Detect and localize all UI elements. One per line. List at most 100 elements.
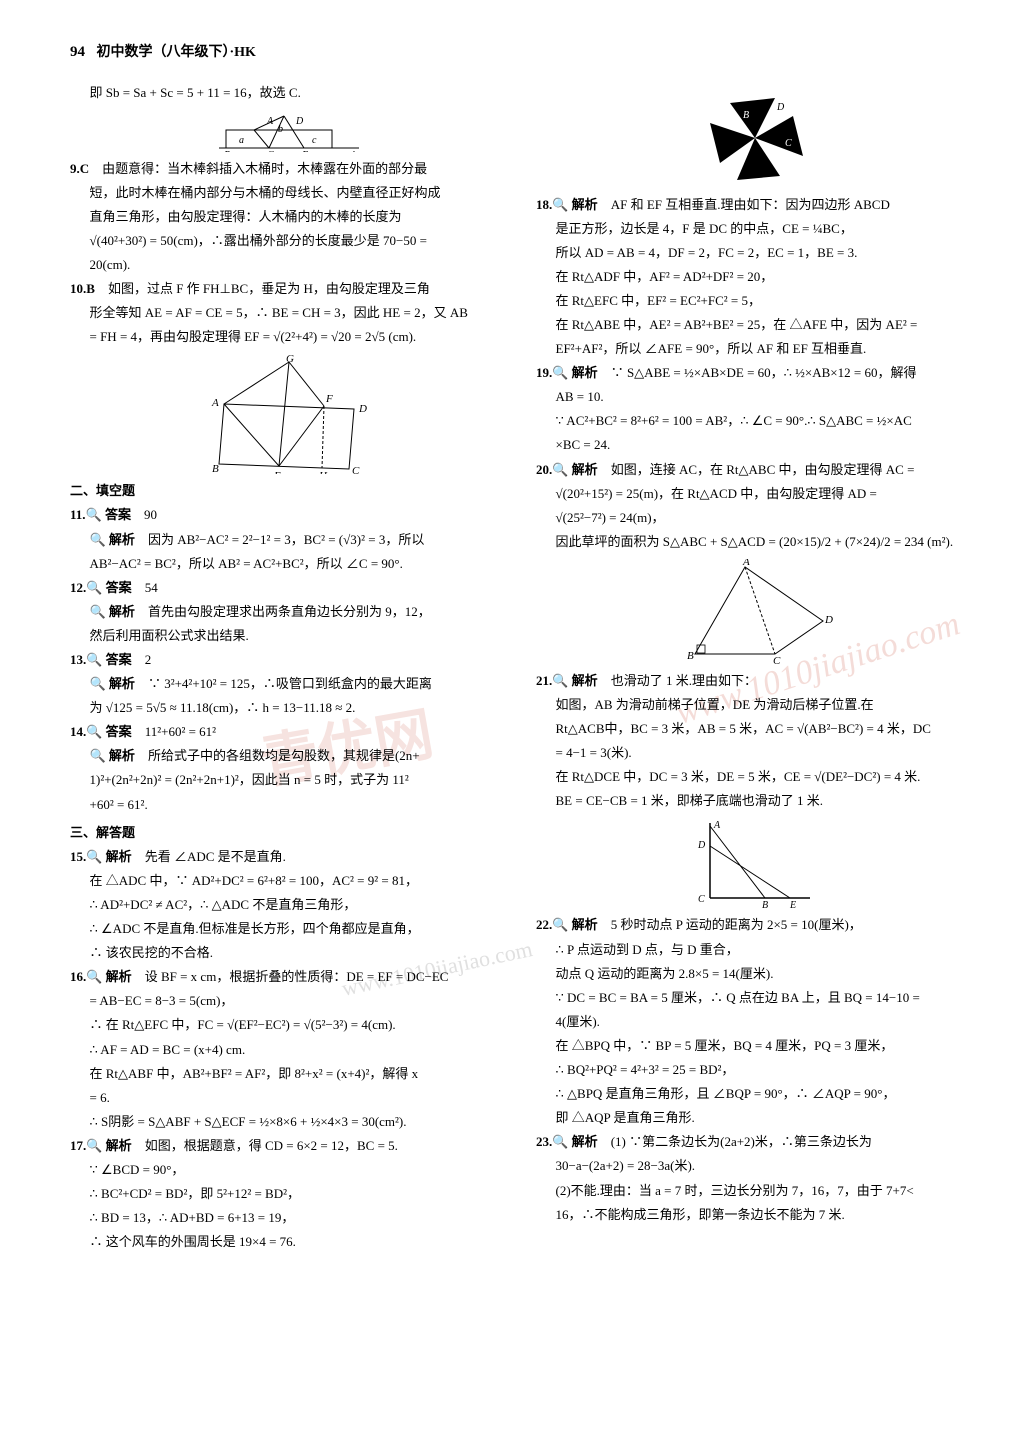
svg-text:H: H	[318, 470, 328, 474]
svg-text:B: B	[743, 110, 749, 121]
svg-text:A: A	[266, 116, 274, 127]
q10-diagram: G A F D B E H C	[70, 354, 508, 474]
q22-l4: ∵ DC = BC = BA = 5 厘米，∴ Q 点在边 BA 上，且 BQ …	[536, 987, 974, 1009]
svg-text:C: C	[267, 150, 274, 152]
svg-text:C: C	[698, 894, 705, 905]
svg-text:D: D	[697, 840, 706, 851]
q14-l2: 1)²+(2n²+2n)² = (2n²+2n+1)²，因此当 n = 5 时，…	[70, 769, 508, 791]
q9-l4: √(40²+30²) = 50(cm)，∴露出桶外部分的长度最少是 70−50 …	[70, 230, 508, 252]
q20-l3: √(25²−7²) = 24(m)，	[536, 507, 974, 529]
svg-text:B: B	[224, 150, 230, 152]
q22: 22.🔍 解析 5 秒时动点 P 运动的距离为 2×5 = 10(厘米)，	[536, 914, 974, 936]
q22-l2: ∴ P 点运动到 D 点，与 D 重合，	[536, 939, 974, 961]
svg-text:a: a	[239, 135, 244, 146]
q17-windmill-diagram: B D A C	[536, 88, 974, 188]
svg-text:C: C	[773, 655, 781, 664]
svg-text:A: A	[211, 397, 219, 409]
q21-l6: BE = CE−CB = 1 米，即梯子底端也滑动了 1 米.	[536, 790, 974, 812]
q15-l2: 在 △ADC 中，∵ AD²+DC² = 6²+8² = 100，AC² = 9…	[70, 870, 508, 892]
q22-l7: ∴ BQ²+PQ² = 4²+3² = 25 = BD²，	[536, 1059, 974, 1081]
q13: 13.🔍 答案 2	[70, 649, 508, 671]
q8-tail: 即 Sb = Sa + Sc = 5 + 11 = 16，故选 C.	[70, 82, 508, 104]
q21-l3: Rt△ACB中，BC = 3 米，AB = 5 米，AC = √(AB²−BC²…	[536, 718, 974, 740]
q10-l2: 形全等知 AE = AF = CE = 5，∴ BE = CH = 3，因此 H…	[70, 302, 508, 324]
svg-text:D: D	[776, 102, 785, 113]
q19-l3: ∵ AC²+BC² = 8²+6² = 100 = AB²，∴ ∠C = 90°…	[536, 410, 974, 432]
q17-l5: ∴ 这个风车的外围周长是 19×4 = 76.	[70, 1231, 508, 1253]
svg-text:D: D	[824, 614, 833, 626]
q16-l3: ∴ 在 Rt△EFC 中，FC = √(EF²−EC²) = √(5²−3²) …	[70, 1014, 508, 1036]
q21-diagram: A D C B E	[536, 818, 974, 908]
svg-text:F: F	[325, 393, 333, 405]
q14-exp: 🔍 解析 所给式子中的各组数均是勾股数，其规律是(2n+	[70, 745, 508, 767]
q14: 14.🔍 答案 11²+60² = 61²	[70, 721, 508, 743]
svg-text:B: B	[687, 650, 694, 662]
q17-l4: ∴ BD = 13，∴ AD+BD = 6+13 = 19，	[70, 1207, 508, 1229]
q12-exp: 🔍 解析 首先由勾股定理求出两条直角边长分别为 9，12，	[70, 601, 508, 623]
q22-l5: 4(厘米).	[536, 1011, 974, 1033]
q22-l9: 即 △AQP 是直角三角形.	[536, 1107, 974, 1129]
q17-l3: ∴ BC²+CD² = BD²，即 5²+12² = BD²，	[70, 1183, 508, 1205]
q12-l2: 然后利用面积公式求出结果.	[70, 625, 508, 647]
q23: 23.🔍 解析 (1) ∵第二条边长为(2a+2)米，∴第三条边长为	[536, 1131, 974, 1153]
svg-text:A: A	[762, 122, 770, 133]
book-title: 初中数学（八年级下）·HK	[97, 45, 256, 60]
q21: 21.🔍 解析 也滑动了 1 米.理由如下：	[536, 670, 974, 692]
q15-l5: ∴ 该农民挖的不合格.	[70, 942, 508, 964]
svg-text:E: E	[789, 900, 796, 908]
q12: 12.🔍 答案 54	[70, 577, 508, 599]
q22-l6: 在 △BPQ 中，∵ BP = 5 厘米，BQ = 4 厘米，PQ = 3 厘米…	[536, 1035, 974, 1057]
svg-text:C: C	[785, 138, 792, 149]
q9: 9.C 由题意得：当木棒斜插入木桶时，木棒露在外面的部分最	[70, 158, 508, 180]
svg-text:B: B	[212, 463, 219, 474]
q13-exp: 🔍 解析 ∵ 3²+4²+10² = 125，∴吸管口到纸盒内的最大距离	[70, 673, 508, 695]
q11-l2: AB²−AC² = BC²，所以 AB² = AC²+BC²，所以 ∠C = 9…	[70, 553, 508, 575]
svg-text:l: l	[352, 150, 355, 152]
q11: 11.🔍 答案 90	[70, 504, 508, 526]
q19-l2: AB = 10.	[536, 386, 974, 408]
q16-l5: 在 Rt△ABF 中，AB²+BF² = AF²，即 8²+x² = (x+4)…	[70, 1063, 508, 1085]
svg-text:B: B	[762, 900, 768, 908]
svg-text:E: E	[301, 150, 308, 152]
q20: 20.🔍 解析 如图，连接 AC，在 Rt△ABC 中，由勾股定理得 AC =	[536, 459, 974, 481]
q17-l2: ∵ ∠BCD = 90°，	[70, 1159, 508, 1181]
page-number: 94	[70, 44, 85, 60]
q18: 18.🔍 解析 AF 和 EF 互相垂直.理由如下：因为四边形 ABCD	[536, 194, 974, 216]
q22-l8: ∴ △BPQ 是直角三角形，且 ∠BQP = 90°，∴ ∠AQP = 90°，	[536, 1083, 974, 1105]
q16-l4: ∴ AF = AD = BC = (x+4) cm.	[70, 1039, 508, 1061]
q15-l4: ∴ ∠ADC 不是直角.但标准是长方形，四个角都应是直角，	[70, 918, 508, 940]
q20-l4: 因此草坪的面积为 S△ABC + S△ACD = (20×15)/2 + (7×…	[536, 531, 974, 553]
q16-l6: = 6.	[70, 1087, 508, 1109]
q23-l4: 16，∴不能构成三角形，即第一条边长不能为 7 米.	[536, 1204, 974, 1226]
q19-l4: ×BC = 24.	[536, 434, 974, 456]
q20-diagram: A D B C	[536, 559, 974, 664]
q23-l2: 30−a−(2a+2) = 28−3a(米).	[536, 1155, 974, 1177]
section-3-title: 三、解答题	[70, 822, 508, 844]
right-column: B D A C 18.🔍 解析 AF 和 EF 互相垂直.理由如下：因为四边形 …	[536, 82, 974, 1256]
q8-diagram: A D b a c B C E l	[70, 110, 508, 152]
q21-l4: = 4−1 = 3(米).	[536, 742, 974, 764]
svg-text:c: c	[312, 135, 317, 146]
q20-l2: √(20²+15²) = 25(m)，在 Rt△ACD 中，由勾股定理得 AD …	[536, 483, 974, 505]
q14-l3: +60² = 61².	[70, 794, 508, 816]
q23-l3: (2)不能.理由：当 a = 7 时，三边长分别为 7，16，7，由于 7+7<	[536, 1180, 974, 1202]
two-column-layout: 即 Sb = Sa + Sc = 5 + 11 = 16，故选 C. A D b…	[70, 82, 974, 1256]
left-column: 即 Sb = Sa + Sc = 5 + 11 = 16，故选 C. A D b…	[70, 82, 508, 1256]
q21-l2: 如图，AB 为滑动前梯子位置，DE 为滑动后梯子位置.在	[536, 694, 974, 716]
q17: 17.🔍 解析 如图，根据题意，得 CD = 6×2 = 12，BC = 5.	[70, 1135, 508, 1157]
q16-l7: ∴ S阴影 = S△ABF + S△ECF = ½×8×6 + ½×4×3 = …	[70, 1111, 508, 1133]
svg-text:D: D	[358, 403, 367, 415]
svg-text:b: b	[278, 124, 283, 135]
q13-l2: 为 √125 = 5√5 ≈ 11.18(cm)，∴ h = 13−11.18 …	[70, 697, 508, 719]
q16-l2: = AB−EC = 8−3 = 5(cm)，	[70, 990, 508, 1012]
q16: 16.🔍 解析 设 BF = x cm，根据折叠的性质得：DE = EF = D…	[70, 966, 508, 988]
svg-text:G: G	[286, 354, 294, 365]
q22-l3: 动点 Q 运动的距离为 2.8×5 = 14(厘米).	[536, 963, 974, 985]
q18-l3: 所以 AD = AB = 4，DF = 2，FC = 2，EC = 1，BE =…	[536, 242, 974, 264]
svg-text:A: A	[713, 820, 721, 831]
q19: 19.🔍 解析 ∵ S△ABE = ½×AB×DE = 60，∴ ½×AB×12…	[536, 362, 974, 384]
q10-l3: = FH = 4，再由勾股定理得 EF = √(2²+4²) = √20 = 2…	[70, 326, 508, 348]
q18-l6: 在 Rt△ABE 中，AE² = AB²+BE² = 25，在 △AFE 中，因…	[536, 314, 974, 336]
svg-text:C: C	[352, 465, 360, 474]
page-header: 94 初中数学（八年级下）·HK	[70, 40, 974, 70]
